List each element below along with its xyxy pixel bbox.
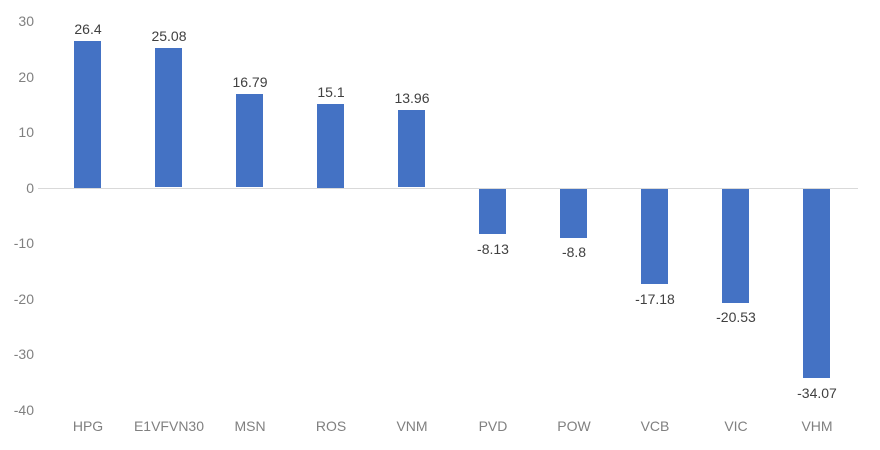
data-label-vic: -20.53 (716, 309, 756, 325)
data-label-vhm: -34.07 (797, 385, 837, 401)
x-category-label-vnm: VNM (396, 418, 428, 434)
x-category-label-msn: MSN (234, 418, 266, 434)
y-tick-label: -20 (13, 291, 34, 307)
data-label-msn: 16.79 (232, 74, 268, 90)
x-category-label-pvd: PVD (478, 418, 508, 434)
bar-ros (317, 104, 344, 188)
data-label-vcb: -17.18 (635, 291, 675, 307)
y-tick-label: 30 (18, 13, 34, 29)
data-label-pvd: -8.13 (477, 241, 509, 257)
data-label-hpg: 26.4 (74, 21, 102, 37)
bar-pvd (479, 189, 506, 234)
x-category-label-pow: POW (557, 418, 591, 434)
data-label-vnm: 13.96 (394, 90, 430, 106)
bar-hpg (74, 41, 101, 188)
x-category-label-ros: ROS (315, 418, 347, 434)
data-label-pow: -8.8 (561, 244, 587, 260)
x-category-label-hpg: HPG (72, 418, 104, 434)
bar-e1vfvn30 (155, 48, 182, 187)
data-label-ros: 15.1 (317, 84, 345, 100)
x-category-label-vhm: VHM (801, 418, 833, 434)
bar-vhm (803, 189, 830, 378)
bar-pow (560, 189, 587, 238)
bar-vic (722, 189, 749, 303)
y-tick-label: 0 (26, 180, 34, 196)
bar-msn (236, 94, 263, 187)
data-label-e1vfvn30: 25.08 (151, 28, 187, 44)
x-axis-zero-line (38, 188, 858, 189)
bar-vnm (398, 110, 425, 187)
x-category-label-vcb: VCB (640, 418, 670, 434)
y-tick-label: -10 (13, 235, 34, 251)
y-tick-label: 10 (18, 124, 34, 140)
x-category-label-vic: VIC (724, 418, 748, 434)
y-tick-label: 20 (18, 69, 34, 85)
bar-vcb (641, 189, 668, 284)
y-tick-label: -40 (13, 402, 34, 418)
y-tick-label: -30 (13, 346, 34, 362)
x-category-label-e1vfvn30: E1VFVN30 (133, 418, 205, 434)
